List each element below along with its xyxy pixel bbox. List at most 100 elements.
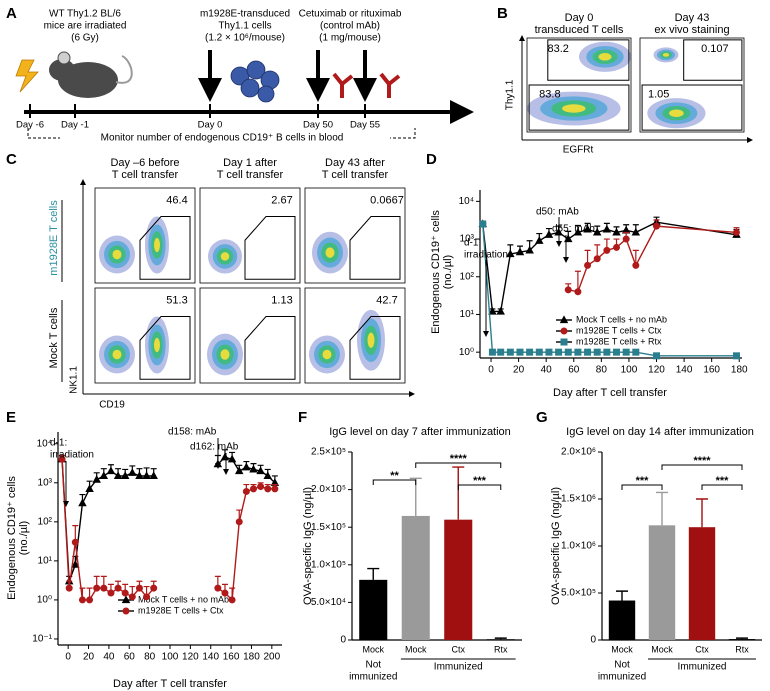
- point: [544, 230, 554, 238]
- point: [249, 485, 257, 493]
- schematic-text: Cetuximab or rituximab: [299, 9, 402, 20]
- point: [227, 454, 237, 463]
- gate-value: 2.67: [271, 194, 292, 206]
- point: [545, 348, 553, 356]
- point: [93, 584, 101, 592]
- legend-label: m1928E T cells + Rtx: [576, 336, 662, 346]
- error-bar: [616, 590, 628, 601]
- point: [593, 255, 601, 263]
- density: [669, 109, 684, 117]
- significance-bracket: [701, 484, 743, 490]
- point: [249, 464, 258, 473]
- flow-plot: [199, 187, 301, 284]
- point: [235, 518, 243, 526]
- point: [271, 485, 279, 493]
- timeline-label: Day 50: [303, 120, 333, 131]
- point: [535, 236, 544, 244]
- x-tick-label: 60: [568, 365, 580, 376]
- gate-value: 46.4: [166, 194, 187, 206]
- x-tick-label: 0: [65, 652, 71, 663]
- gate: [139, 316, 191, 380]
- gate-value: 0.107: [701, 43, 729, 55]
- y-tick-label: 10³: [38, 477, 53, 488]
- bar: [688, 527, 716, 640]
- schematic-text: (control mAb): [320, 21, 380, 32]
- point: [631, 227, 641, 236]
- mouse-head: [49, 59, 75, 81]
- x-tick-label: Rtx: [494, 644, 508, 654]
- point: [242, 487, 250, 495]
- point: [71, 560, 80, 568]
- column-head: T cell transfer: [112, 169, 179, 181]
- point: [564, 348, 572, 356]
- x-tick-label: 160: [223, 652, 240, 663]
- lightning-icon: [15, 59, 39, 93]
- gate-value: 83.8: [539, 88, 560, 100]
- bar: [486, 639, 515, 640]
- x-tick-label: Ctx: [452, 644, 466, 654]
- point: [584, 261, 592, 269]
- point: [583, 224, 592, 233]
- legend-marker: [560, 327, 568, 335]
- axis-label: Thy1.1: [505, 79, 516, 110]
- point: [613, 243, 621, 251]
- legend-marker: [122, 607, 130, 615]
- point: [574, 348, 582, 356]
- timeline-label: Day -1: [61, 120, 89, 131]
- schematic-text: m1928E-transduced: [200, 9, 290, 20]
- gate-value: 0.0667: [370, 194, 404, 206]
- plot-frame: [304, 287, 406, 384]
- flow-plot: [199, 287, 301, 384]
- column-head: Day 1 after: [223, 157, 277, 169]
- point: [149, 471, 158, 480]
- y-tick-label: 2.0×10⁶: [561, 447, 596, 458]
- column-head: Day 43 after: [325, 157, 385, 169]
- x-tick-label: Ctx: [695, 644, 709, 654]
- point: [488, 306, 497, 315]
- density: [220, 349, 230, 360]
- point: [593, 348, 601, 356]
- y-tick-label: 0: [340, 635, 346, 646]
- point: [86, 596, 94, 604]
- bar: [444, 519, 473, 640]
- density: [325, 247, 335, 258]
- panel-label: D: [426, 151, 437, 168]
- axis-label: EGFRt: [563, 145, 594, 156]
- x-tick-label: 100: [162, 652, 179, 663]
- gate: [139, 216, 191, 280]
- point: [603, 348, 611, 356]
- timeline-label: Day 55: [350, 120, 380, 131]
- point: [632, 348, 640, 356]
- error-bar: [656, 491, 668, 526]
- mouse-ear: [57, 51, 71, 65]
- significance-bracket: [457, 484, 502, 490]
- point: [228, 596, 236, 604]
- group-label: Immunized: [678, 662, 727, 673]
- group-label: Immunized: [434, 662, 483, 673]
- schematic-text: Thy1.1 cells: [218, 21, 271, 32]
- annotation: d50: mAb: [536, 207, 579, 218]
- density: [220, 252, 230, 261]
- gate: [244, 216, 296, 280]
- gate-value: 83.2: [547, 43, 568, 55]
- y-tick-label: 10⁻¹: [32, 634, 52, 645]
- group-label: Not: [614, 660, 630, 671]
- bar: [401, 515, 430, 640]
- density: [322, 349, 332, 360]
- x-tick-label: 80: [144, 652, 156, 663]
- point: [234, 466, 244, 475]
- x-tick-label: Mock: [651, 644, 673, 654]
- point: [555, 348, 563, 356]
- label-bg: [60, 132, 390, 144]
- y-tick-label: 10⁴: [459, 196, 474, 207]
- x-tick-label: 160: [703, 365, 720, 376]
- schematic-text: (1.2 × 10⁶/mouse): [205, 33, 285, 44]
- chart-title: IgG level on day 7 after immunization: [329, 426, 511, 438]
- bar: [728, 639, 756, 640]
- x-axis-title: Day after T cell transfer: [113, 678, 227, 690]
- annotation: d162: mAb: [190, 442, 239, 453]
- y-tick-label: 10¹: [38, 556, 53, 567]
- gate: [641, 84, 743, 131]
- series-line: [61, 456, 276, 582]
